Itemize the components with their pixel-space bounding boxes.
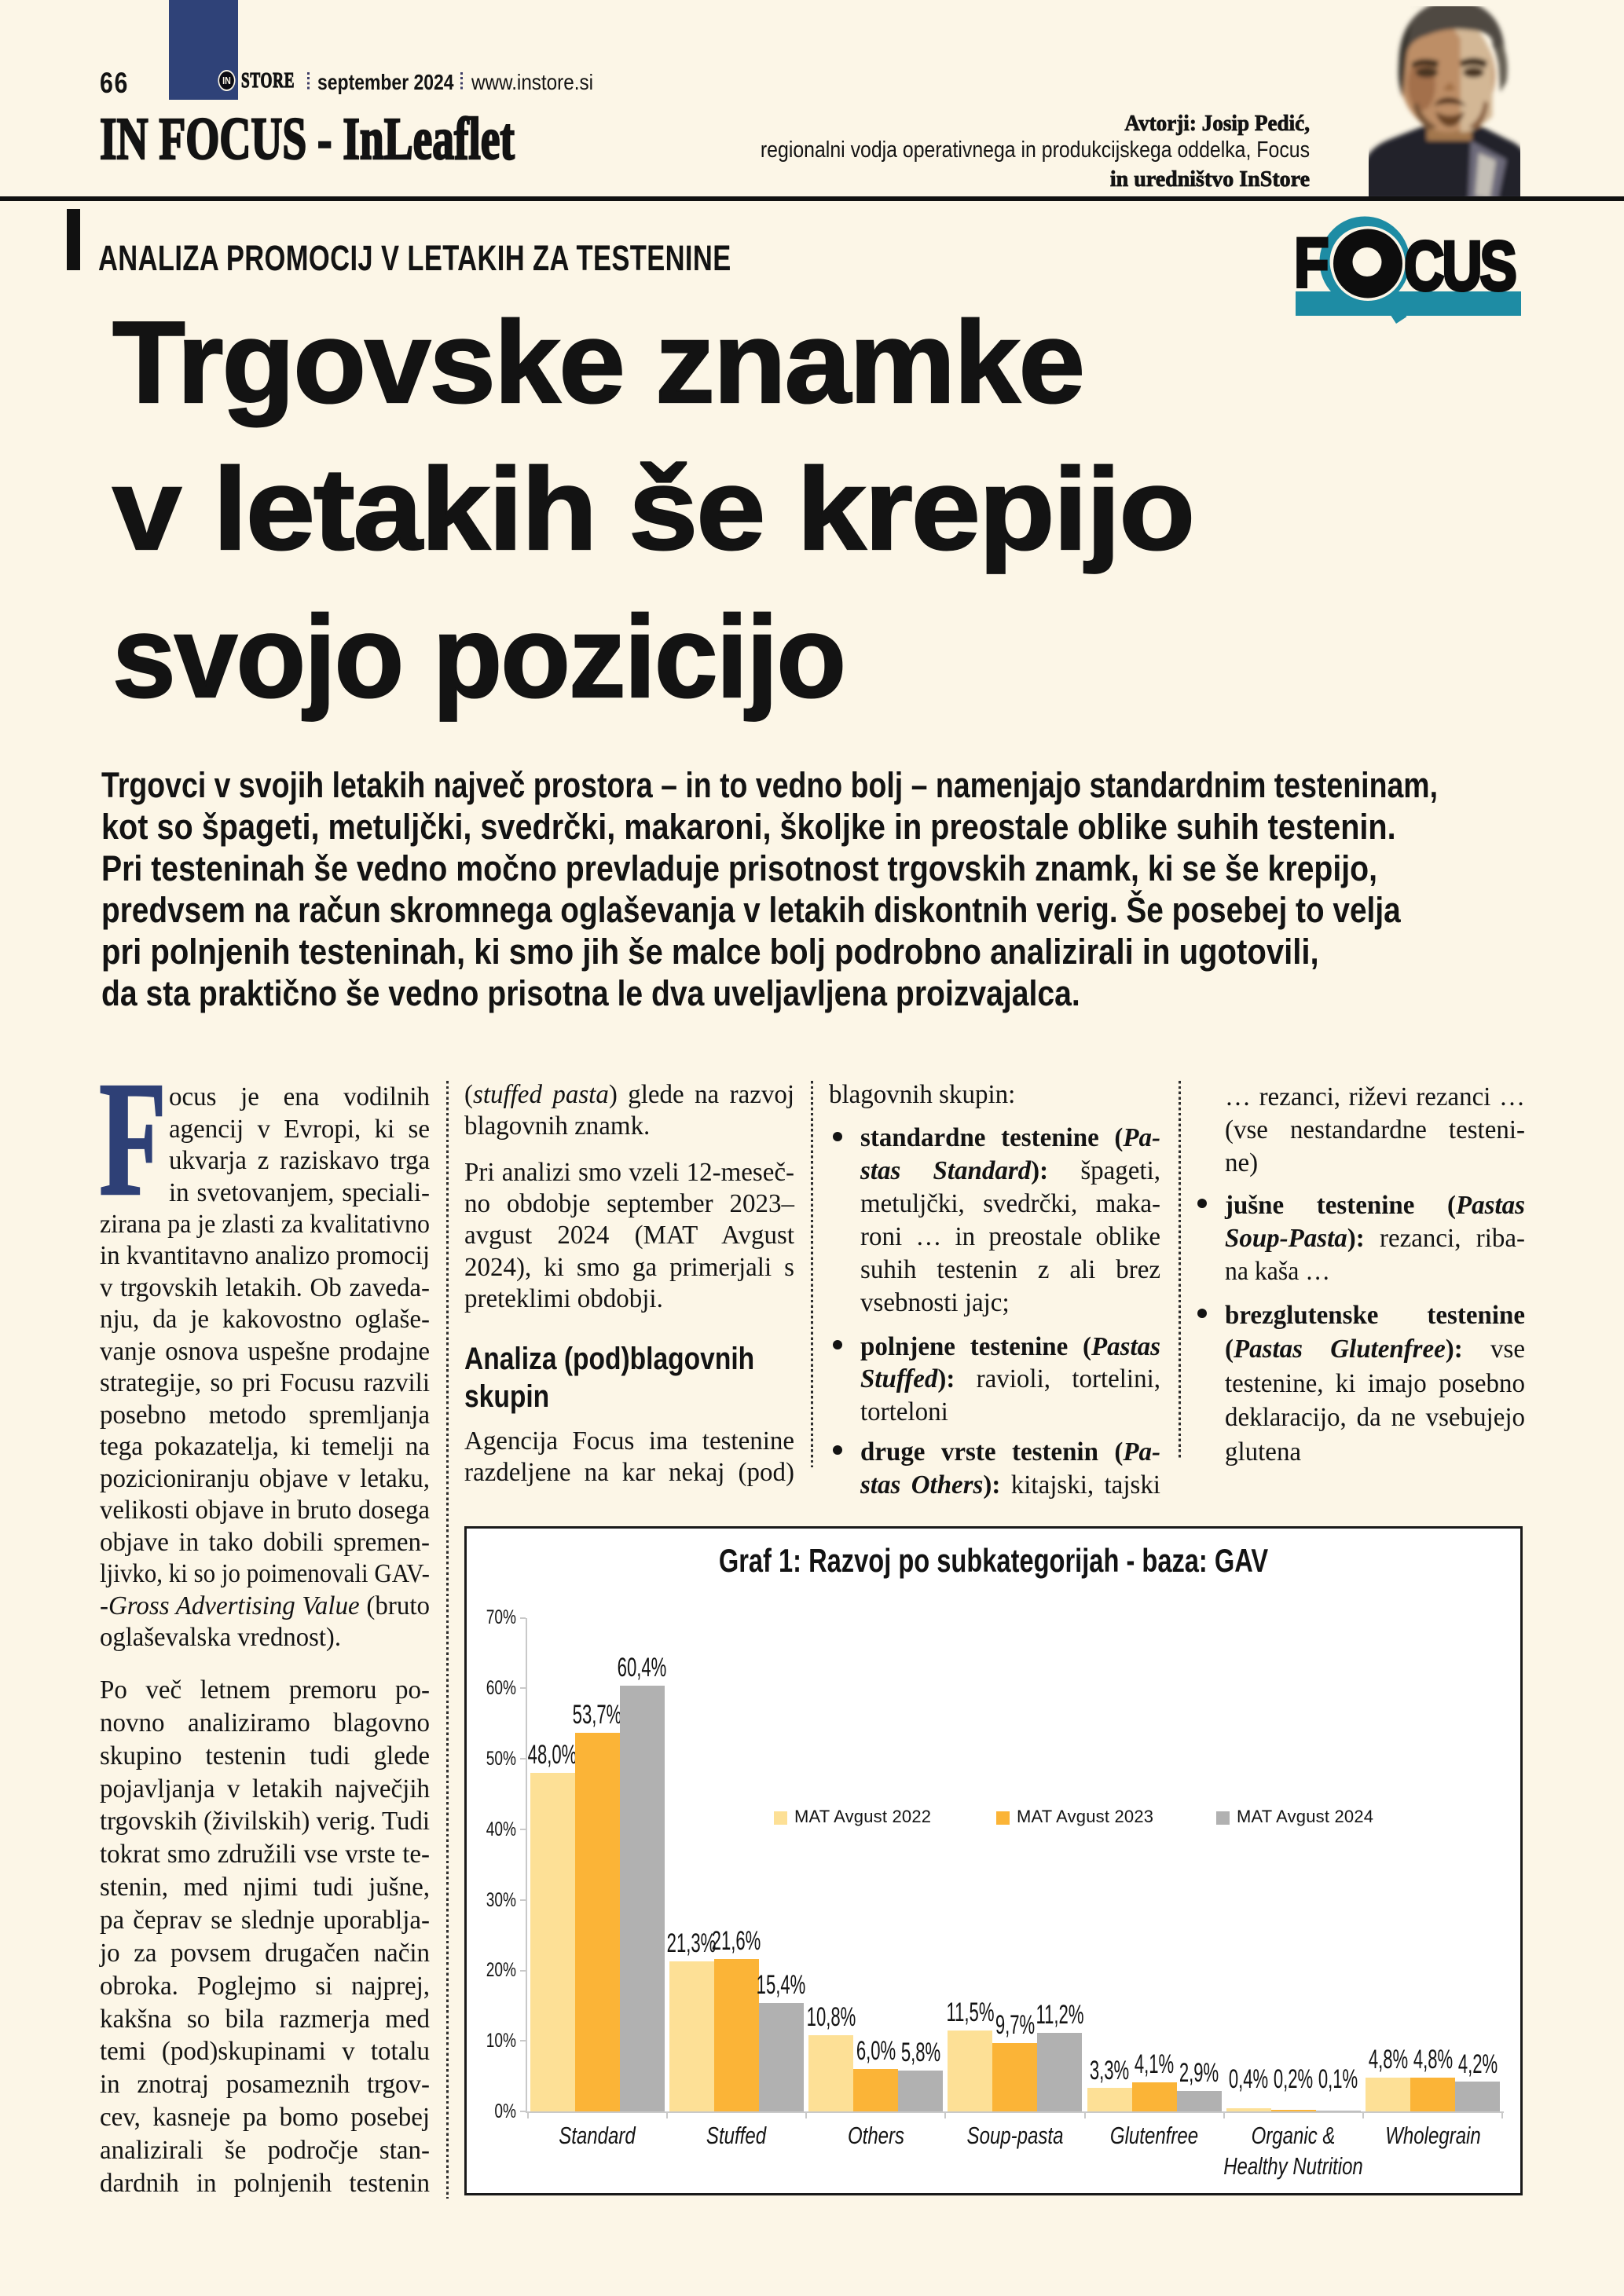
- svg-text:CUS: CUS: [1404, 227, 1515, 305]
- svg-text:F: F: [1294, 224, 1329, 302]
